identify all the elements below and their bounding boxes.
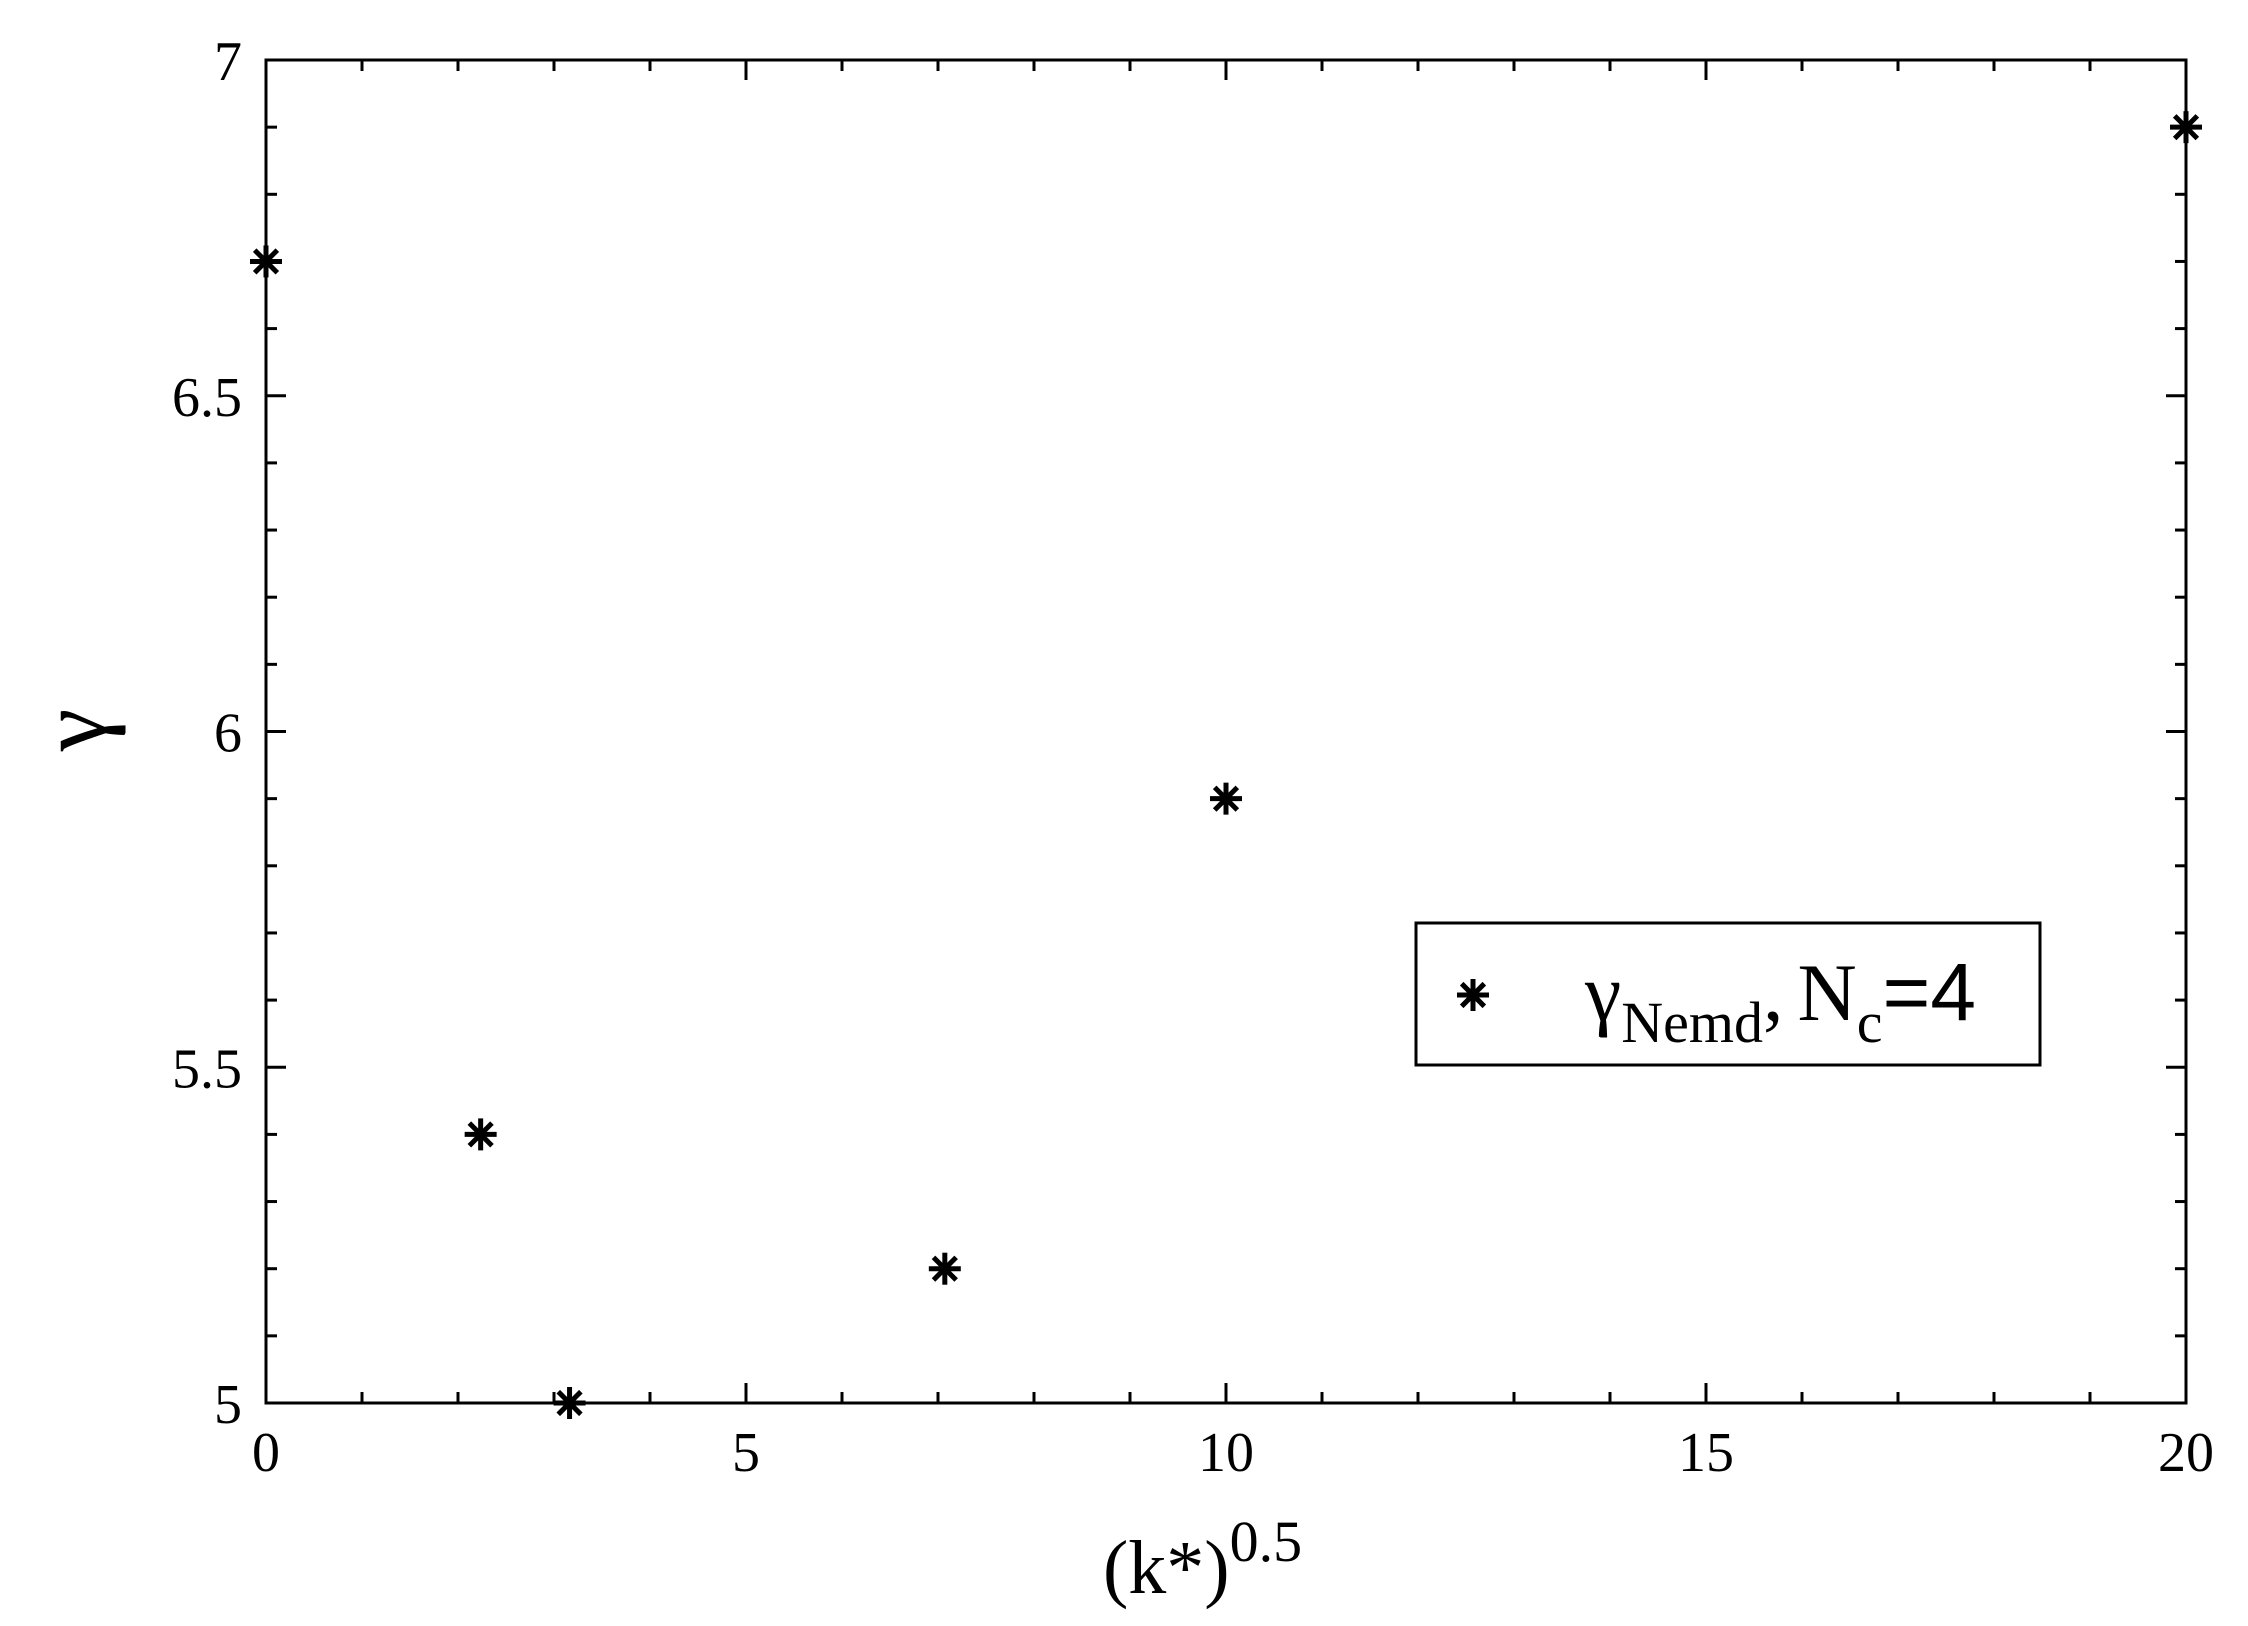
y-tick-label: 5: [214, 1374, 242, 1436]
legend-variable-subscript: c: [1857, 990, 1883, 1055]
legend-symbol-subscript: Nemd: [1621, 990, 1763, 1055]
y-tick-label: 6: [214, 703, 242, 765]
x-axis-ticks: [264, 60, 2188, 1403]
y-axis-tick-labels: 5 5.5 6 6.5 7: [172, 31, 242, 1436]
legend-marker-asterisk: [1457, 979, 1489, 1011]
x-axis-title: (k*)0.5: [1103, 1509, 1302, 1610]
y-axis-ticks: [266, 58, 2186, 1405]
x-axis-tick-labels: 0 5 10 15 20: [252, 1422, 2214, 1484]
y-tick-label: 6.5: [172, 367, 242, 429]
data-point: [250, 245, 282, 278]
x-tick-label: 10: [1198, 1422, 1254, 1484]
y-tick-label: 5.5: [172, 1038, 242, 1100]
legend-box: [1414, 921, 2042, 1067]
legend: γNemd, Nc=4: [1414, 921, 2042, 1067]
x-tick-label: 5: [732, 1422, 760, 1484]
x-tick-label: 20: [2158, 1422, 2214, 1484]
y-axis-title: γ: [19, 709, 126, 752]
x-axis-title-base: (k*): [1103, 1526, 1230, 1610]
x-tick-label: 0: [252, 1422, 280, 1484]
data-point: [553, 1387, 586, 1419]
legend-variable: N: [1798, 947, 1857, 1038]
data-point: [2170, 111, 2202, 144]
legend-marker: [1457, 979, 1489, 1011]
data-point: [1210, 782, 1242, 815]
data-point: [464, 1118, 497, 1151]
legend-symbol: γ: [1584, 947, 1621, 1038]
data-point: [928, 1252, 961, 1285]
legend-label: γNemd, Nc=4: [1584, 947, 1976, 1055]
x-tick-label: 15: [1678, 1422, 1734, 1484]
y-tick-label: 7: [214, 31, 242, 93]
legend-value: =4: [1882, 947, 1976, 1038]
x-axis-title-exponent: 0.5: [1230, 1509, 1303, 1574]
legend-comma: ,: [1763, 947, 1784, 1038]
data-points: [250, 111, 2202, 1419]
plot-frame: [264, 58, 2188, 1405]
